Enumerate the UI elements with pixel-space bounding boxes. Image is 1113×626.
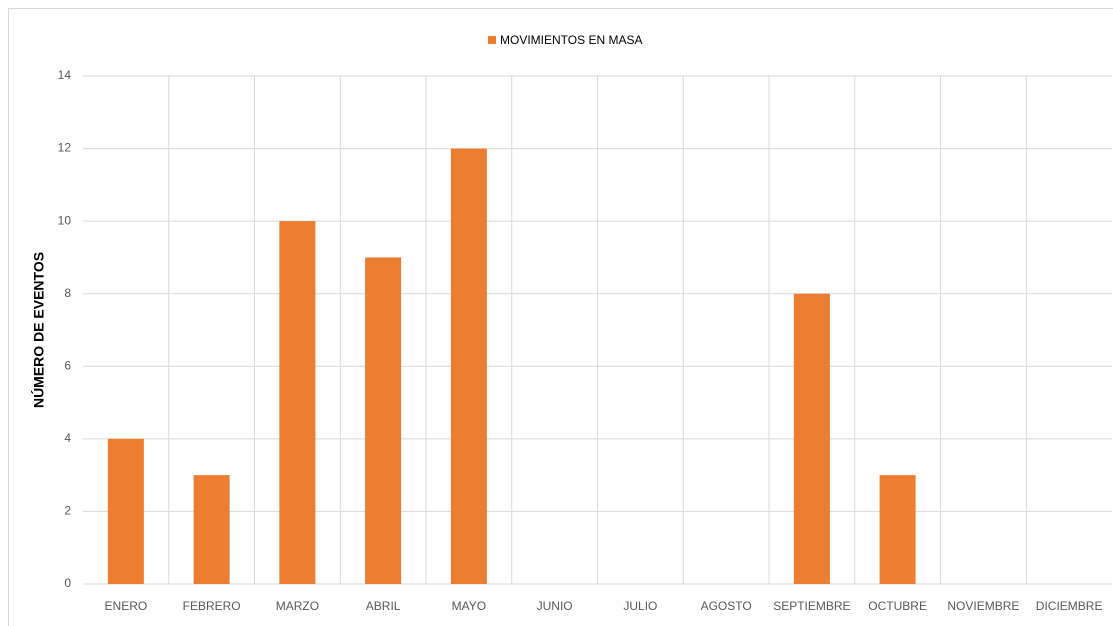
bar [193, 475, 230, 584]
x-tick-label: MARZO [276, 599, 319, 613]
x-tick-label: ABRIL [366, 599, 401, 613]
x-tick-label: NOVIEMBRE [947, 599, 1019, 613]
bar [279, 221, 316, 584]
bar [365, 257, 402, 584]
x-tick-label: JULIO [623, 599, 657, 613]
legend-label: MOVIMIENTOS EN MASA [500, 33, 642, 47]
y-tick-label: 6 [64, 358, 71, 372]
x-tick-label: FEBRERO [183, 599, 241, 613]
x-tick-label: AGOSTO [701, 599, 752, 613]
x-tick-label: ENERO [105, 599, 148, 613]
y-tick-label: 10 [58, 213, 72, 227]
x-tick-label: DICIEMBRE [1036, 599, 1103, 613]
y-tick-label: 8 [64, 286, 71, 300]
x-tick-label: MAYO [452, 599, 486, 613]
y-tick-label: 2 [64, 504, 71, 518]
bar [879, 475, 916, 584]
bar [450, 148, 487, 585]
y-tick-label: 0 [64, 576, 71, 590]
y-tick-label: 14 [58, 68, 72, 82]
y-tick-label: 12 [58, 141, 72, 155]
chart-frame [8, 8, 1113, 626]
x-tick-label: JUNIO [537, 599, 573, 613]
x-tick-label: SEPTIEMBRE [773, 599, 850, 613]
bar [107, 438, 144, 584]
bar [793, 293, 830, 584]
y-axis-label: NÚMERO DE EVENTOS [30, 252, 47, 408]
x-tick-label: OCTUBRE [868, 599, 927, 613]
y-tick-label: 4 [64, 431, 71, 445]
legend-swatch [488, 36, 496, 44]
